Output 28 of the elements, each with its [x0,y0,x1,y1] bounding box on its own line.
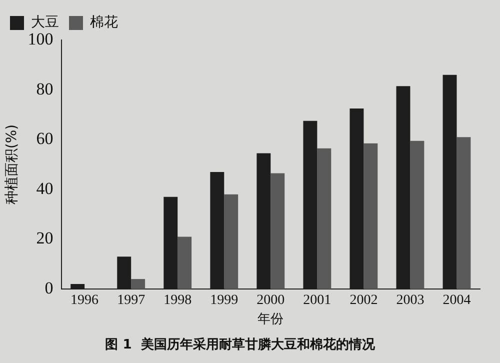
x-tick-label: 2003 [396,293,424,308]
legend-label: 棉花 [90,14,118,31]
x-tick-label: 2000 [256,293,285,308]
y-tick-label: 0 [44,278,54,298]
bar [270,173,285,289]
x-tick-label: 2002 [350,293,378,308]
x-tick-label: 2004 [442,293,471,308]
bar [456,137,471,289]
x-axis-title: 年份 [258,312,284,327]
bar [224,194,238,289]
text: 图 1 美国历年采用耐草甘膦大豆和棉花的情况 [105,336,376,353]
x-tick-label: 1997 [117,293,146,308]
y-tick-label: 20 [36,228,54,248]
bar [178,236,192,289]
y-tick-label: 40 [36,178,54,198]
x-tick-label: 1996 [70,293,99,308]
x-tick-label: 1999 [210,293,238,308]
bar [317,148,332,289]
x-tick-label: 1998 [164,293,192,308]
legend-label: 大豆 [31,14,59,31]
y-axis-title: 种植面积(%) [4,124,20,205]
x-tick-label: 2001 [303,293,332,308]
y-tick-label: 80 [36,79,54,98]
bar [410,140,424,289]
y-tick-label: 60 [36,129,54,148]
bar [131,279,146,289]
y-tick-label: 100 [28,29,54,48]
bar [364,143,378,289]
